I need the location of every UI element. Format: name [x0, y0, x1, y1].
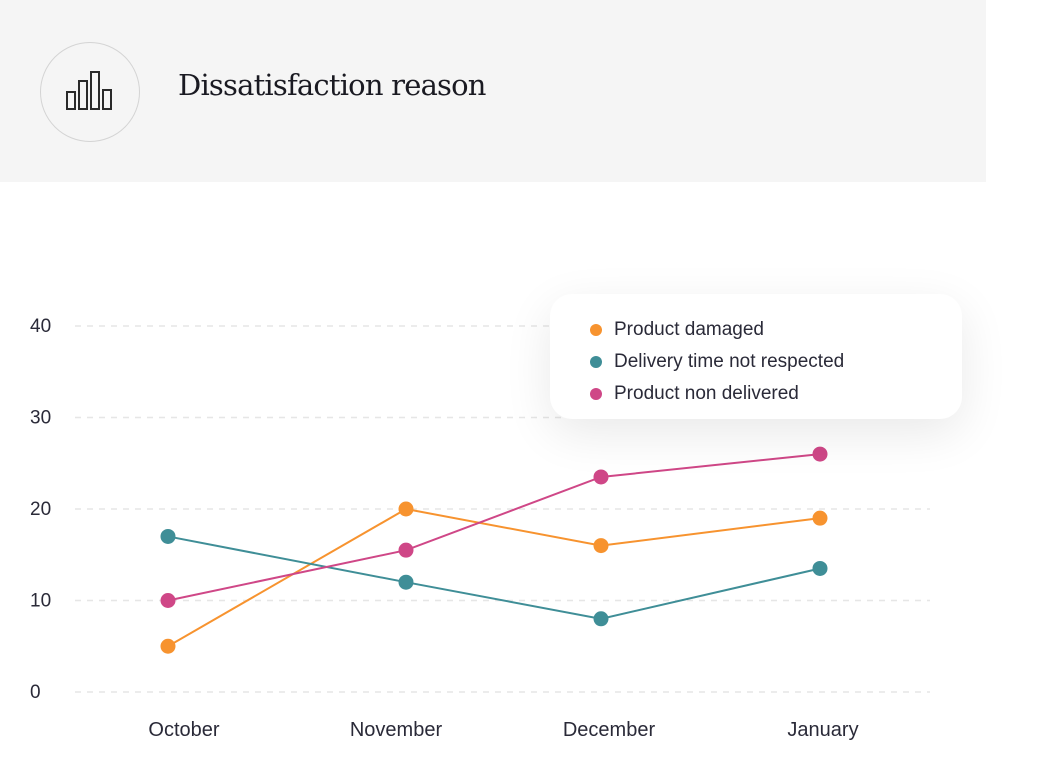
data-point: [593, 538, 609, 554]
chart-header: Dissatisfaction reason: [0, 0, 986, 182]
legend-marker: [590, 324, 602, 336]
y-tick-label: 10: [30, 591, 51, 612]
data-point: [593, 469, 609, 485]
legend-item-product-damaged: Product damaged: [550, 314, 962, 346]
y-tick-label: 20: [30, 499, 51, 520]
data-point: [398, 501, 414, 517]
chart-title: Dissatisfaction reason: [178, 68, 486, 102]
data-point: [812, 446, 828, 462]
legend-marker: [590, 356, 602, 368]
data-point: [398, 542, 414, 558]
y-tick-label: 0: [30, 682, 41, 703]
x-tick-label: November: [350, 719, 443, 741]
x-tick-label: December: [563, 719, 656, 741]
y-tick-label: 30: [30, 408, 51, 429]
data-point: [398, 574, 414, 590]
bar-chart-icon: [40, 42, 140, 142]
chart-legend: Product damaged Delivery time not respec…: [550, 294, 962, 419]
legend-item-delivery-time: Delivery time not respected: [550, 346, 962, 378]
series-line: [167, 453, 821, 602]
data-point: [160, 638, 176, 654]
y-tick-label: 40: [30, 316, 51, 337]
data-point: [812, 510, 828, 526]
legend-marker: [590, 388, 602, 400]
series-line: [167, 507, 821, 648]
legend-label: Product non delivered: [614, 383, 799, 404]
series-line: [167, 535, 821, 620]
data-point: [593, 611, 609, 627]
legend-label: Product damaged: [614, 319, 764, 340]
data-point: [812, 560, 828, 576]
legend-label: Delivery time not respected: [614, 351, 845, 372]
x-tick-label: January: [787, 719, 858, 741]
data-point: [160, 528, 176, 544]
data-point: [160, 593, 176, 608]
x-tick-label: October: [148, 719, 219, 741]
legend-item-product-non-delivered: Product non delivered: [550, 378, 962, 410]
